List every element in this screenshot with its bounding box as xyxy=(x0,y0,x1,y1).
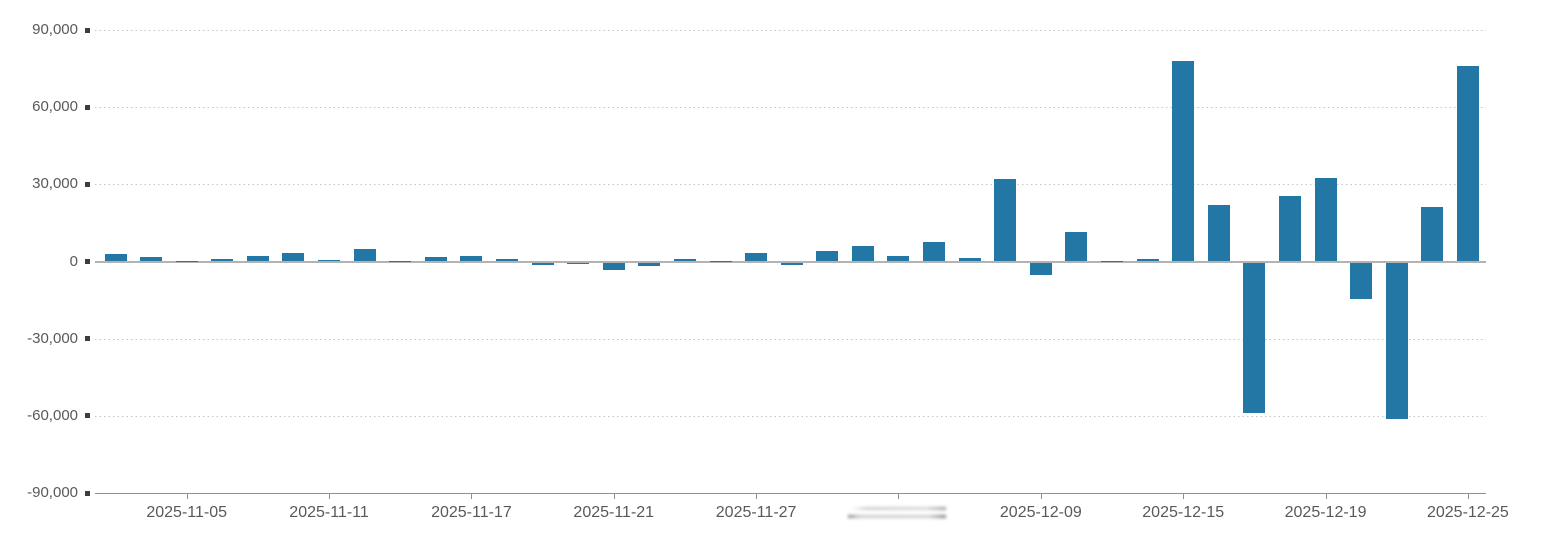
bar-2025-11-13[interactable] xyxy=(389,260,412,262)
bar-2025-11-14[interactable] xyxy=(424,256,447,262)
gridline--30000 xyxy=(95,338,1486,340)
x-tick-mark xyxy=(186,493,188,499)
y-tick-square-icon xyxy=(85,413,90,419)
bar-2025-11-07[interactable] xyxy=(246,256,269,262)
x-axis-label-redacted xyxy=(848,505,948,522)
bar-2025-11-19[interactable] xyxy=(531,262,554,266)
bar-2025-12-24[interactable] xyxy=(1421,207,1444,262)
y-tick-square-icon xyxy=(85,181,90,187)
bar-2025-11-18[interactable] xyxy=(495,258,518,262)
bar-2025-12-03[interactable] xyxy=(887,256,910,262)
y-axis-label-0: 0 xyxy=(69,252,78,270)
x-axis-label-2025-12-15: 2025-12-15 xyxy=(1142,504,1225,521)
bar-2025-11-27[interactable] xyxy=(745,253,768,262)
x-axis-label-2025-12-25: 2025-12-25 xyxy=(1426,504,1509,521)
y-tick-square-icon xyxy=(85,490,90,496)
bar-2025-12-17[interactable] xyxy=(1243,262,1266,413)
y-axis-label--90000: -90,000 xyxy=(27,484,78,501)
bar-2025-12-01[interactable] xyxy=(816,251,839,262)
bar-2025-11-11[interactable] xyxy=(318,260,341,262)
y-axis-label-30000: 30,000 xyxy=(32,175,78,193)
bar-2025-12-10[interactable] xyxy=(1065,231,1088,262)
x-tick-mark xyxy=(613,493,615,499)
y-tick-square-icon xyxy=(85,27,90,33)
y-tick-square-icon xyxy=(85,104,90,110)
x-axis-label-2025-12-09: 2025-12-09 xyxy=(999,504,1082,521)
bar-2025-11-05[interactable] xyxy=(175,260,198,262)
x-axis-label-2025-11-27: 2025-11-27 xyxy=(715,504,797,521)
x-axis-label-2025-11-05: 2025-11-05 xyxy=(146,504,227,521)
y-axis-label-60000: 60,000 xyxy=(32,98,78,116)
bar-2025-12-08[interactable] xyxy=(994,179,1017,262)
bar-2025-11-10[interactable] xyxy=(282,252,305,262)
y-tick-square-icon xyxy=(85,259,90,264)
y-tick-square-icon xyxy=(85,336,90,342)
x-axis-line xyxy=(95,493,1486,494)
bar-2025-12-04[interactable] xyxy=(923,242,946,262)
gridline--60000 xyxy=(95,415,1486,417)
y-axis-label--60000: -60,000 xyxy=(27,406,78,424)
bar-2025-12-02[interactable] xyxy=(851,246,874,262)
bar-2025-11-26[interactable] xyxy=(709,260,732,262)
bar-2025-12-09[interactable] xyxy=(1029,262,1052,276)
gridline-30000 xyxy=(95,184,1486,186)
bar-2025-11-12[interactable] xyxy=(353,249,376,262)
bar-2025-11-06[interactable] xyxy=(211,258,234,262)
bar-2025-11-25[interactable] xyxy=(673,259,696,262)
bar-2025-11-04[interactable] xyxy=(140,256,163,262)
x-tick-mark xyxy=(756,493,758,499)
x-axis-label-2025-11-21: 2025-11-21 xyxy=(573,504,655,521)
gridline-60000 xyxy=(95,107,1486,109)
x-tick-mark xyxy=(1325,493,1327,499)
bar-2025-11-21[interactable] xyxy=(602,262,625,270)
x-tick-mark xyxy=(1040,493,1042,499)
bar-2025-12-12[interactable] xyxy=(1136,258,1159,262)
bar-2025-12-22[interactable] xyxy=(1350,262,1373,299)
bar-2025-12-19[interactable] xyxy=(1314,177,1337,262)
x-tick-mark xyxy=(1183,493,1185,499)
x-tick-mark xyxy=(1467,493,1469,499)
x-axis-label-2025-12-19: 2025-12-19 xyxy=(1284,504,1367,521)
bar-2025-12-11[interactable] xyxy=(1101,260,1124,262)
zero-axis-line xyxy=(95,260,1486,263)
bar-2025-12-23[interactable] xyxy=(1385,262,1408,420)
bar-2025-11-28[interactable] xyxy=(780,262,803,266)
bar-2025-12-15[interactable] xyxy=(1172,60,1195,262)
bar-2025-12-05[interactable] xyxy=(958,258,981,262)
bar-2025-12-25[interactable] xyxy=(1456,66,1479,262)
x-axis-label-2025-11-17: 2025-11-17 xyxy=(431,504,512,521)
gridline-90000 xyxy=(95,30,1486,31)
bar-2025-12-16[interactable] xyxy=(1207,204,1230,262)
x-axis-label-2025-11-11: 2025-11-11 xyxy=(289,504,369,521)
y-axis-label--30000: -30,000 xyxy=(27,329,78,347)
redaction-blur-streak xyxy=(852,507,947,510)
x-tick-mark xyxy=(471,493,473,499)
y-axis-label-90000: 90,000 xyxy=(32,21,78,38)
bar-2025-11-24[interactable] xyxy=(638,262,661,267)
bar-2025-11-03[interactable] xyxy=(104,253,127,262)
redaction-blur-streak xyxy=(848,515,947,518)
bar-2025-11-17[interactable] xyxy=(460,255,483,262)
bar-2025-11-20[interactable] xyxy=(567,262,590,264)
x-tick-mark xyxy=(898,493,900,499)
x-tick-mark xyxy=(329,493,331,499)
bar-2025-12-18[interactable] xyxy=(1278,195,1301,262)
